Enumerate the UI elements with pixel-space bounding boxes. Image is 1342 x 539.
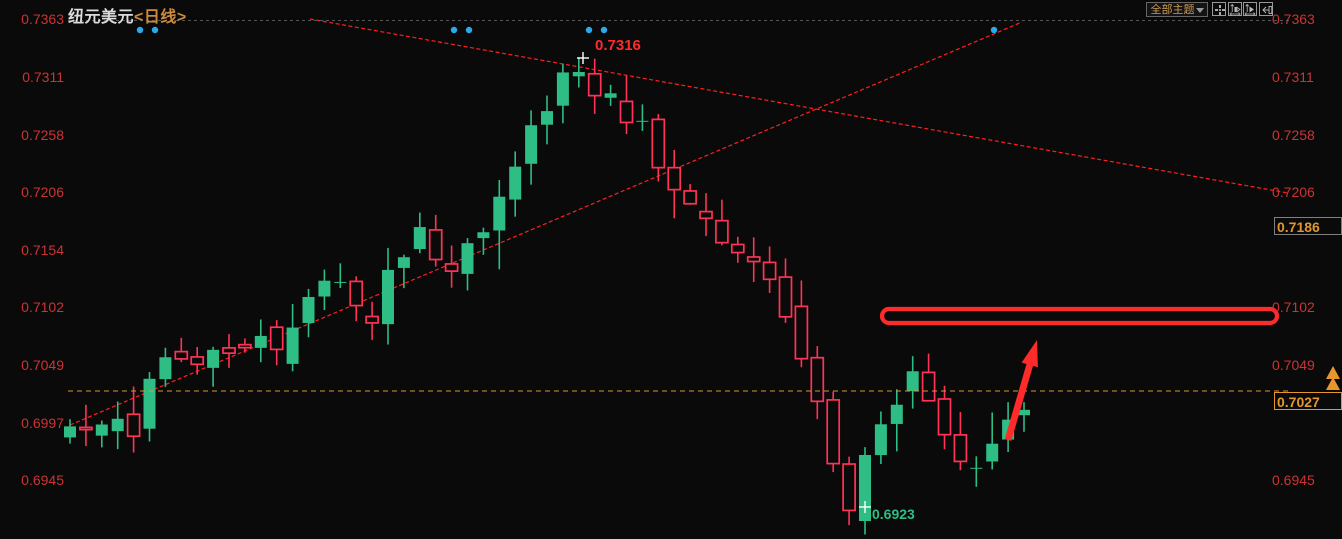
svg-text:0.6923: 0.6923 bbox=[872, 506, 915, 522]
svg-text:0.7316: 0.7316 bbox=[595, 37, 641, 54]
